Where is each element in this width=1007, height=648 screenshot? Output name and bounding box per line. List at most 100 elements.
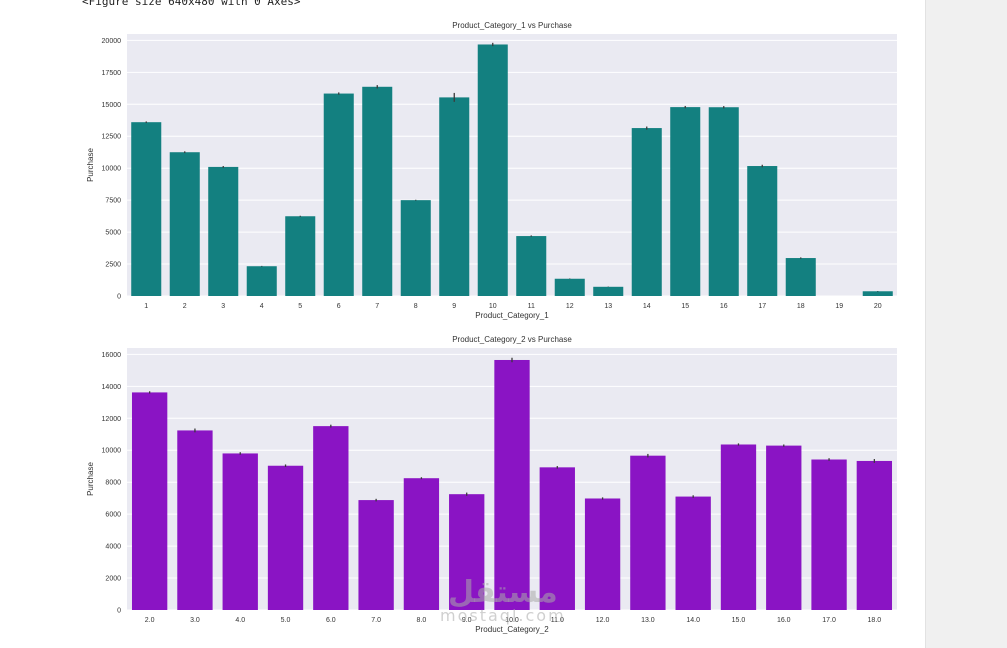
bar — [285, 216, 316, 296]
x-tick-label: 3.0 — [190, 617, 200, 624]
y-tick-label: 16000 — [102, 352, 122, 359]
chart-product-category-2: 0 2000 4000 6000 8000 10000 12000 14000 16000 2.0… — [86, 335, 897, 634]
figure-size-output: <Figure size 640x480 with 0 Axes> — [82, 0, 301, 8]
x-tick-label: 8.0 — [417, 617, 427, 624]
bar — [516, 236, 547, 296]
bar — [554, 278, 585, 296]
x-tick-label: 10 — [489, 303, 497, 310]
bar — [630, 455, 666, 610]
x-tick-label: 9.0 — [462, 617, 472, 624]
x-tick-label: 9 — [452, 303, 456, 310]
x-tick-label: 13.0 — [641, 617, 655, 624]
x-tick-label: 8 — [414, 303, 418, 310]
bar — [856, 460, 893, 610]
x-tick-label: 3 — [221, 303, 225, 310]
bar — [439, 97, 470, 296]
x-tick-label: 2.0 — [145, 617, 155, 624]
x-tick-label: 18.0 — [868, 617, 882, 624]
bar — [323, 93, 354, 297]
y-tick-label: 2500 — [105, 262, 121, 269]
bar — [670, 107, 701, 296]
y-tick-label: 12500 — [102, 134, 122, 141]
x-tick-label: 16 — [720, 303, 728, 310]
bar — [222, 453, 258, 610]
x-tick-label: 13 — [604, 303, 612, 310]
x-tick-label: 7.0 — [371, 617, 381, 624]
y-tick-label: 0 — [117, 294, 121, 301]
bar — [313, 426, 349, 610]
bar — [208, 166, 239, 296]
x-tick-label: 6 — [337, 303, 341, 310]
y-tick-label: 0 — [117, 608, 121, 615]
bar — [177, 430, 213, 610]
bar — [747, 166, 778, 296]
x-tick-label: 11.0 — [551, 617, 564, 624]
x-tick-label: 17.0 — [822, 617, 836, 624]
bar — [449, 494, 485, 610]
x-tick-label: 1 — [144, 303, 148, 310]
x-tick-label: 14 — [643, 303, 651, 310]
y-tick-label: 17500 — [102, 70, 122, 77]
x-tick-label: 6.0 — [326, 617, 336, 624]
bar — [811, 459, 847, 610]
bar — [403, 478, 440, 610]
bar — [766, 445, 802, 610]
bar — [358, 500, 394, 610]
chart-title: Product_Category_1 vs Purchase — [452, 21, 572, 30]
bar — [267, 465, 304, 610]
x-tick-label: 17 — [758, 303, 766, 310]
x-tick-label: 4 — [260, 303, 264, 310]
bar — [675, 496, 711, 610]
y-axis-label: Purchase — [86, 462, 95, 496]
bar — [631, 128, 662, 296]
y-tick-label: 10000 — [102, 448, 122, 455]
bar — [477, 44, 508, 297]
bar — [494, 359, 530, 610]
bar — [246, 266, 277, 296]
x-tick-label: 19 — [835, 303, 843, 310]
y-tick-label: 5000 — [105, 230, 121, 237]
x-tick-label: 4.0 — [235, 617, 245, 624]
y-tick-label: 8000 — [105, 480, 121, 487]
bar — [362, 86, 393, 296]
x-axis-label: Product_Category_1 — [475, 311, 549, 320]
x-tick-label: 18 — [797, 303, 805, 310]
bar — [720, 444, 757, 610]
x-tick-label: 20 — [874, 303, 882, 310]
bar — [131, 122, 162, 296]
y-tick-label: 20000 — [102, 38, 122, 45]
x-tick-label: 2 — [183, 303, 187, 310]
x-tick-label: 5.0 — [281, 617, 291, 624]
x-tick-label: 5 — [298, 303, 302, 310]
bar — [400, 200, 431, 296]
plot-area — [127, 34, 897, 296]
x-tick-label: 12 — [566, 303, 574, 310]
bar — [584, 498, 621, 610]
right-side-panel — [925, 0, 1007, 648]
x-tick-label: 7 — [375, 303, 379, 310]
bar — [539, 467, 575, 610]
x-tick-label: 12.0 — [596, 617, 610, 624]
bar — [169, 152, 200, 296]
chart-title: Product_Category_2 vs Purchase — [452, 335, 572, 344]
y-tick-label: 7500 — [105, 198, 121, 205]
bar — [708, 107, 739, 296]
y-tick-label: 10000 — [102, 166, 122, 173]
y-axis-label: Purchase — [86, 148, 95, 182]
y-tick-label: 2000 — [105, 576, 121, 583]
bar — [862, 291, 893, 296]
y-tick-label: 14000 — [102, 384, 122, 391]
x-axis-label: Product_Category_2 — [475, 625, 549, 634]
y-tick-label: 6000 — [105, 512, 121, 519]
x-tick-label: 10.0 — [505, 617, 519, 624]
bar — [131, 392, 168, 610]
x-tick-label: 15.0 — [732, 617, 746, 624]
y-tick-label: 4000 — [105, 544, 121, 551]
x-tick-label: 16.0 — [777, 617, 791, 624]
bar — [785, 258, 816, 296]
y-tick-label: 12000 — [102, 416, 122, 423]
x-tick-label: 14.0 — [686, 617, 700, 624]
x-tick-label: 15 — [681, 303, 689, 310]
bar — [593, 286, 624, 296]
